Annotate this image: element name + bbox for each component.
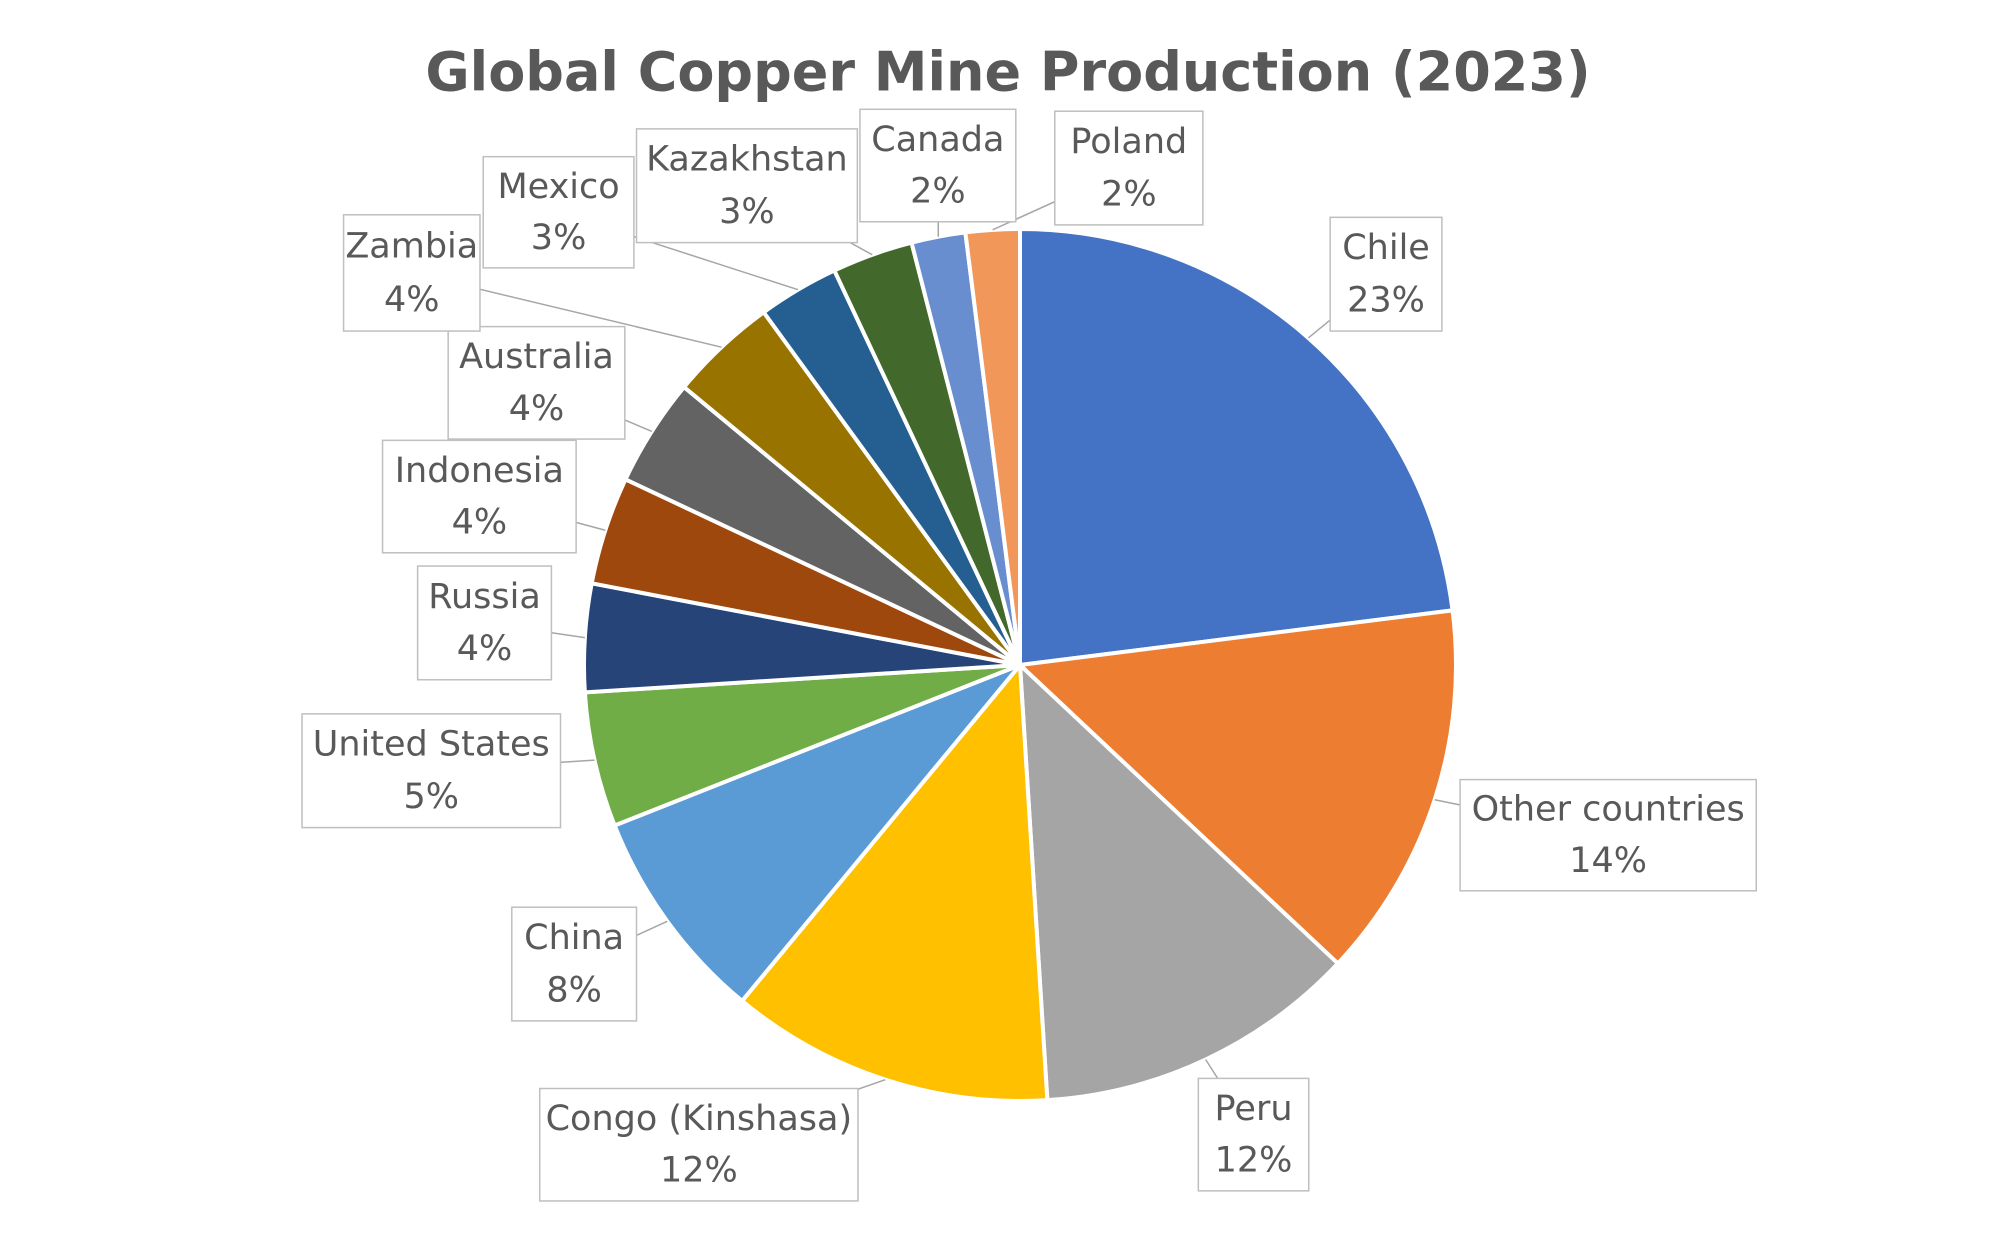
value-label: 3% <box>719 192 775 232</box>
value-label: 4% <box>509 389 565 429</box>
category-label: Indonesia <box>395 451 564 491</box>
category-label: Canada <box>871 120 1004 160</box>
category-label: Peru <box>1215 1089 1293 1129</box>
value-label: 4% <box>452 503 508 543</box>
category-label: Congo (Kinshasa) <box>546 1099 853 1139</box>
category-label: Kazakhstan <box>646 140 848 180</box>
category-label: United States <box>313 725 550 765</box>
value-label: 2% <box>1101 174 1157 214</box>
category-label: Poland <box>1070 122 1187 162</box>
value-label: 14% <box>1569 841 1647 881</box>
value-label: 3% <box>531 218 587 258</box>
value-label: 4% <box>384 280 440 320</box>
category-label: Chile <box>1342 228 1430 268</box>
category-label: Other countries <box>1472 790 1745 830</box>
category-label: Zambia <box>345 226 478 266</box>
value-label: 8% <box>546 970 602 1010</box>
value-label: 12% <box>660 1151 738 1191</box>
value-label: 23% <box>1347 280 1425 320</box>
pie <box>584 229 1456 1101</box>
value-label: 12% <box>1215 1141 1293 1181</box>
value-label: 2% <box>910 172 966 212</box>
category-label: Russia <box>428 577 541 617</box>
category-label: Mexico <box>497 167 619 207</box>
chart-title: Global Copper Mine Production (2023) <box>425 41 1590 104</box>
category-label: Australia <box>459 337 614 377</box>
category-label: China <box>524 918 624 958</box>
value-label: 5% <box>404 777 460 817</box>
value-label: 4% <box>457 629 513 669</box>
